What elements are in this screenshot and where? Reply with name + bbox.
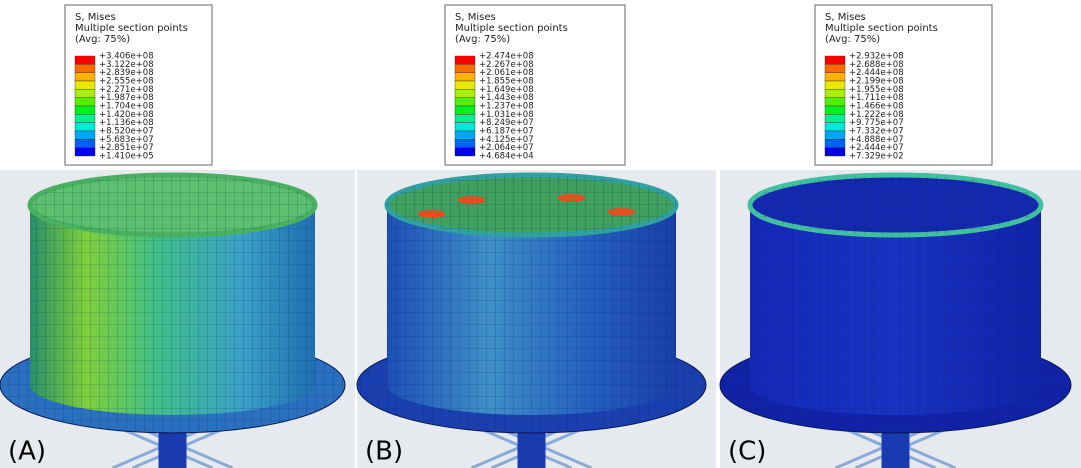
panel-label: (A) [8,437,46,467]
legend-subtitle: Multiple section points [75,23,188,34]
legend-color-band [455,73,475,81]
legend-color-band [825,81,845,89]
legend-color-band [75,98,95,106]
panel-label: (C) [728,437,766,467]
stress-hotspot [558,194,586,202]
legend-color-band [825,148,845,156]
legend-subtitle: Multiple section points [825,23,938,34]
legend-color-band [75,139,95,147]
legend-color-band [75,64,95,72]
legend-color-band [825,114,845,122]
legend-title: S, Mises [455,12,496,23]
legend-color-band [455,81,475,89]
legend-color-band [75,81,95,89]
legend-color-band [455,64,475,72]
legend-color-band [75,131,95,139]
legend-color-band [825,56,845,64]
legend-color-band [75,148,95,156]
figure: (A)S, MisesMultiple section points(Avg: … [0,0,1081,468]
legend-color-band [825,89,845,97]
stress-hotspot [458,196,486,204]
legend-color-band [75,56,95,64]
legend-color-band [825,106,845,114]
legend-color-band [455,106,475,114]
legend-color-band [825,139,845,147]
legend-note: (Avg: 75%) [455,34,510,45]
legend-color-band [75,89,95,97]
legend-color-band [455,98,475,106]
legend-color-band [825,131,845,139]
tank-top-mesh [750,175,1041,235]
legend-note: (Avg: 75%) [825,34,880,45]
legend-value: +1.410e+05 [99,152,154,162]
legend-color-band [825,98,845,106]
legend-color-band [455,114,475,122]
legend-color-band [75,114,95,122]
page: (A)S, MisesMultiple section points(Avg: … [0,0,1081,468]
legend-value: +7.329e+02 [849,152,904,162]
legend-color-band [455,56,475,64]
legend-color-band [75,123,95,131]
legend-title: S, Mises [75,12,116,23]
legend-value: +4.684e+04 [479,152,534,162]
legend-color-band [455,139,475,147]
tank-top-mesh [30,175,315,235]
legend-color-band [455,123,475,131]
legend-color-band [455,131,475,139]
legend-color-band [75,106,95,114]
legend-color-band [75,73,95,81]
tank-top-mesh [387,175,676,235]
legend-color-band [455,148,475,156]
stress-hotspot [608,208,636,216]
legend-title: S, Mises [825,12,866,23]
panel-label: (B) [365,437,403,467]
legend-color-band [825,64,845,72]
legend-color-band [825,123,845,131]
legend-note: (Avg: 75%) [75,34,130,45]
legend-color-band [455,89,475,97]
stress-hotspot [418,210,446,218]
legend-color-band [825,73,845,81]
legend-subtitle: Multiple section points [455,23,568,34]
